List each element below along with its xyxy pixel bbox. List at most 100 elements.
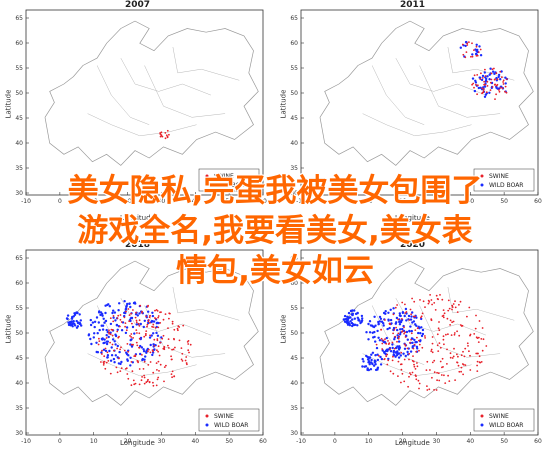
swine-point [416,327,419,330]
wild-boar-point [378,339,382,342]
swine-point [403,380,406,383]
x-tick-label: -10 [21,438,31,445]
swine-point [141,376,144,378]
panel-title: 2020 [399,240,426,250]
wild-boar-point [401,311,405,314]
swine-point [454,300,456,303]
map-svg: -10 0 10 20 30 40 50 60 65 60 55 50 45 40 35 30 SWINE WIL… [290,249,542,445]
swine-point [392,355,394,358]
legend-swine-marker [480,414,484,418]
swine-point [486,80,489,83]
swine-point [416,336,418,339]
x-tick-label: 50 [500,438,508,445]
swine-point [452,303,455,305]
legend-swine-marker [205,414,209,418]
swine-point [119,370,122,372]
swine-point [116,371,119,374]
wild-boar-point [419,339,422,342]
swine-point [464,364,467,366]
wild-boar-point [128,302,131,305]
swine-point [391,359,394,362]
y-tick-label: 60 [290,280,298,287]
wild-boar-point [373,330,376,334]
wild-boar-point [367,322,370,326]
swine-point [481,87,484,90]
wild-boar-point [75,311,79,314]
wild-boar-point [78,313,81,316]
swine-point [435,294,438,297]
wild-boar-point [342,318,345,321]
swine-point [418,387,420,390]
wild-boar-point [108,305,112,308]
wild-boar-point [96,332,99,335]
wild-boar-point [113,340,116,343]
swine-point [132,343,135,346]
wild-boar-point [66,314,70,317]
swine-point [505,91,508,94]
swine-point [496,83,499,86]
swine-point [400,381,402,384]
wild-boar-point [150,334,153,337]
swine-point [394,306,397,309]
y-tick-label: 30 [290,430,298,437]
x-tick-label: 0 [333,198,337,205]
swine-point [408,375,410,378]
swine-point [419,299,421,301]
swine-point [441,298,444,301]
swine-point [388,323,391,326]
swine-point [130,336,133,338]
swine-point [117,336,120,339]
swine-point [412,315,415,318]
wild-boar-point [413,338,416,342]
swine-point [393,347,396,350]
wild-boar-point [488,78,491,81]
wild-boar-point [125,304,128,307]
swine-point [102,364,105,366]
country-border [87,113,197,137]
wild-boar-point [105,334,108,337]
swine-point [415,350,417,353]
y-tick-label: 60 [290,40,298,47]
wild-boar-point [389,318,393,322]
swine-point [494,83,496,86]
swine-point [496,78,499,81]
swine-point [171,370,174,373]
swine-point [397,337,400,340]
swine-point [463,355,466,358]
wild-boar-point [368,320,372,323]
swine-point [498,89,500,91]
wild-boar-point [105,340,109,343]
wild-boar-point [379,363,383,366]
legend-label-wild-boar: WILD BOAR [214,182,248,189]
wild-boar-point [493,72,496,76]
swine-point [152,384,155,387]
swine-point [184,359,187,362]
country-border [447,46,515,81]
wild-boar-point [393,338,396,341]
swine-point [433,389,435,391]
swine-point [147,348,150,351]
swine-point [468,41,470,43]
wild-boar-point [404,307,408,311]
legend-label-wild-boar: WILD BOAR [489,422,523,429]
swine-point [448,380,451,382]
y-axis-label: Latitude [4,314,13,344]
swine-point [442,338,445,341]
swine-point [442,316,445,319]
swine-point [458,303,460,306]
wild-boar-point [99,311,103,314]
wild-boar-point [370,353,373,356]
swine-point [113,349,115,352]
wild-boar-point [101,314,104,317]
wild-boar-point [479,86,482,90]
swine-point [484,83,486,86]
swine-point [143,360,146,363]
y-tick-label: 45 [15,355,23,362]
x-tick-label: 50 [225,438,233,445]
swine-point [476,370,479,372]
x-tick-label: 40 [191,198,199,205]
wild-boar-point [79,319,83,322]
wild-boar-point [89,318,93,322]
swine-point [460,354,463,357]
wild-boar-point [151,314,155,318]
